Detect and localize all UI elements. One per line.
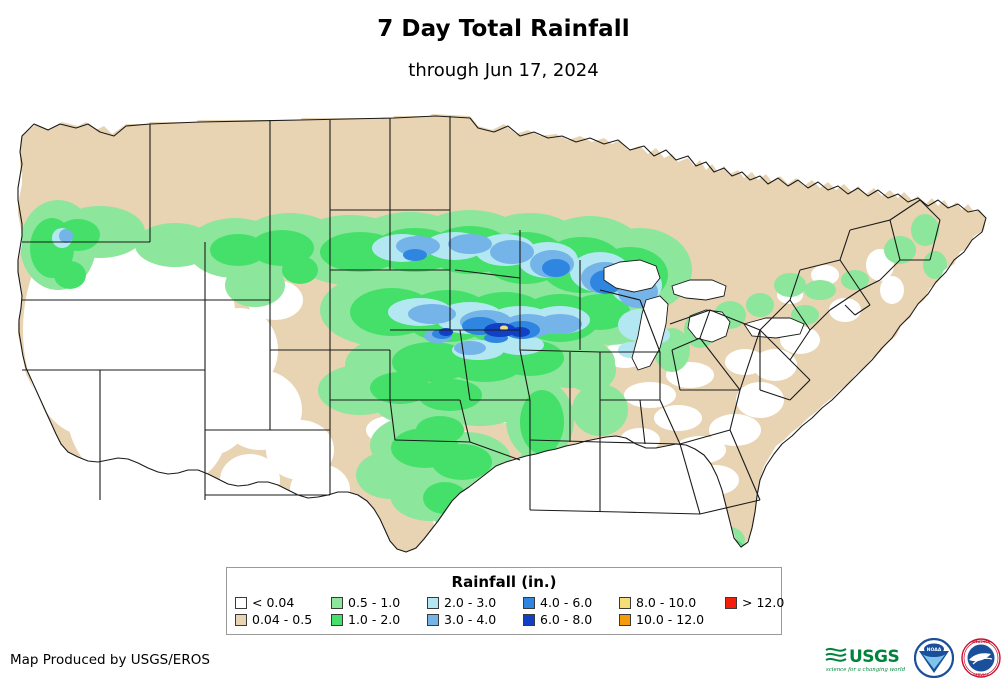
legend-label: 2.0 - 3.0 <box>444 595 497 610</box>
state-boundaries <box>17 115 987 553</box>
legend-swatch-icon <box>235 613 247 626</box>
legend-item: > 12.0 <box>725 594 811 611</box>
legend-label: 1.0 - 2.0 <box>348 612 401 627</box>
legend-swatch-icon <box>619 613 631 626</box>
nws-logo[interactable]: WEATHER SERVICE <box>961 638 1001 678</box>
legend-label: 10.0 - 12.0 <box>636 612 705 627</box>
noaa-logo-text: NOAA <box>927 647 942 653</box>
legend-item: 3.0 - 4.0 <box>427 611 523 628</box>
legend-swatch-icon <box>523 596 535 609</box>
legend-item: 4.0 - 6.0 <box>523 594 619 611</box>
legend-swatch-icon <box>331 613 343 626</box>
legend-item: 6.0 - 8.0 <box>523 611 619 628</box>
rainfall-map[interactable] <box>0 100 1007 560</box>
legend-swatch-icon <box>331 596 343 609</box>
legend-label: 0.04 - 0.5 <box>252 612 313 627</box>
legend-item: 2.0 - 3.0 <box>427 594 523 611</box>
legend-swatch-icon <box>619 596 631 609</box>
legend-item: 8.0 - 10.0 <box>619 594 725 611</box>
legend-item: 10.0 - 12.0 <box>619 611 725 628</box>
legend: Rainfall (in.) < 0.04 0.04 - 0.5 0.5 - 1… <box>226 567 784 635</box>
legend-item: 1.0 - 2.0 <box>331 611 427 628</box>
great-lakes <box>603 259 805 371</box>
legend-label: > 12.0 <box>742 595 785 610</box>
legend-title: Rainfall (in.) <box>451 573 557 591</box>
svg-text:USGS: USGS <box>849 647 899 667</box>
legend-items: < 0.04 0.04 - 0.5 0.5 - 1.0 1.0 - 2.0 2.… <box>227 594 784 628</box>
legend-label: 6.0 - 8.0 <box>540 612 593 627</box>
legend-item: 0.5 - 1.0 <box>331 594 427 611</box>
legend-swatch-icon <box>725 596 737 609</box>
page-subtitle: through Jun 17, 2024 <box>408 60 599 81</box>
legend-item: < 0.04 <box>235 594 331 611</box>
legend-item-empty <box>725 611 811 628</box>
svg-text:WEATHER: WEATHER <box>972 640 990 644</box>
noaa-logo[interactable]: NOAA <box>914 638 954 678</box>
page-title: 7 Day Total Rainfall <box>377 16 630 42</box>
legend-label: 8.0 - 10.0 <box>636 595 697 610</box>
legend-item: 0.04 - 0.5 <box>235 611 331 628</box>
usgs-logo[interactable]: USGS science for a changing world <box>823 642 907 674</box>
legend-label: 0.5 - 1.0 <box>348 595 401 610</box>
usgs-tagline: science for a changing world <box>826 667 906 673</box>
svg-text:SERVICE: SERVICE <box>973 673 989 677</box>
legend-swatch-icon <box>523 613 535 626</box>
legend-swatch-icon <box>235 596 247 609</box>
agency-logos: USGS science for a changing world NOAA W… <box>823 634 1001 682</box>
map-credit: Map Produced by USGS/EROS <box>10 652 210 668</box>
legend-swatch-icon <box>427 613 439 626</box>
legend-label: 4.0 - 6.0 <box>540 595 593 610</box>
legend-label: < 0.04 <box>252 595 295 610</box>
legend-swatch-icon <box>427 596 439 609</box>
legend-label: 3.0 - 4.0 <box>444 612 497 627</box>
